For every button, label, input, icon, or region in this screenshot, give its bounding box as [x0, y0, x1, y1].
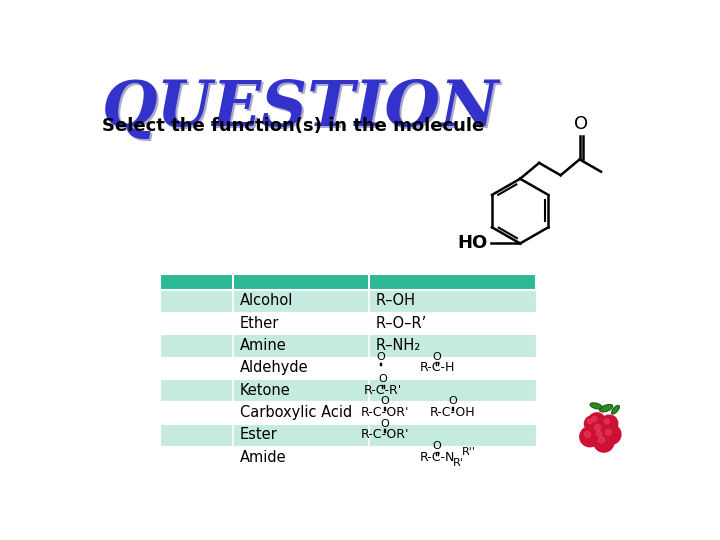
Circle shape: [580, 427, 600, 447]
Circle shape: [597, 431, 602, 436]
Bar: [160, 312, 536, 334]
Text: QUESTION: QUESTION: [102, 78, 499, 139]
Text: Ketone: Ketone: [240, 383, 290, 397]
Text: O: O: [379, 374, 387, 384]
Text: Amine: Amine: [240, 338, 287, 353]
Text: R-C-OH: R-C-OH: [430, 406, 475, 419]
Bar: [160, 356, 536, 379]
Text: HO: HO: [457, 234, 487, 252]
Circle shape: [585, 431, 590, 437]
Circle shape: [593, 428, 610, 444]
Text: O: O: [380, 418, 389, 429]
Circle shape: [588, 413, 606, 430]
Text: O: O: [433, 352, 441, 362]
Text: Amide: Amide: [240, 450, 287, 464]
Circle shape: [595, 424, 600, 430]
Ellipse shape: [590, 403, 602, 409]
Circle shape: [588, 419, 593, 423]
Text: Alcohol: Alcohol: [240, 293, 293, 308]
Text: R-C-OR': R-C-OR': [360, 428, 409, 441]
Bar: [160, 423, 536, 446]
Text: R'': R'': [462, 447, 476, 457]
Circle shape: [604, 418, 610, 424]
Circle shape: [598, 437, 605, 443]
Circle shape: [594, 432, 614, 452]
Circle shape: [600, 424, 621, 444]
Text: Ether: Ether: [240, 316, 279, 330]
Text: O: O: [574, 115, 588, 133]
Text: O: O: [433, 441, 441, 451]
Text: Select the function(s) in the molecule: Select the function(s) in the molecule: [102, 117, 484, 135]
Text: O: O: [380, 396, 389, 406]
Bar: [160, 401, 536, 423]
Text: R–O–R’: R–O–R’: [375, 316, 426, 330]
Text: R': R': [453, 458, 464, 468]
Text: O: O: [449, 396, 457, 406]
Bar: [160, 334, 536, 356]
Ellipse shape: [611, 406, 619, 414]
Text: QUESTION: QUESTION: [104, 80, 501, 141]
Circle shape: [600, 415, 618, 432]
Text: R-C-R': R-C-R': [364, 383, 402, 396]
Text: Ester: Ester: [240, 427, 277, 442]
Text: Carboxylic Acid: Carboxylic Acid: [240, 405, 352, 420]
Bar: [160, 274, 536, 289]
Bar: [160, 446, 536, 468]
Text: Aldehyde: Aldehyde: [240, 360, 308, 375]
Text: R–NH₂: R–NH₂: [375, 338, 420, 353]
Text: R–OH: R–OH: [375, 293, 415, 308]
Circle shape: [585, 416, 600, 431]
Bar: [160, 379, 536, 401]
Circle shape: [592, 416, 597, 422]
Text: R-C-H: R-C-H: [420, 361, 455, 374]
Text: R-C-OR': R-C-OR': [360, 406, 409, 419]
Text: O: O: [377, 353, 385, 362]
Circle shape: [606, 429, 611, 435]
Ellipse shape: [600, 404, 613, 412]
Text: R-C-N: R-C-N: [420, 450, 455, 464]
Circle shape: [590, 420, 610, 440]
Bar: [160, 289, 536, 312]
